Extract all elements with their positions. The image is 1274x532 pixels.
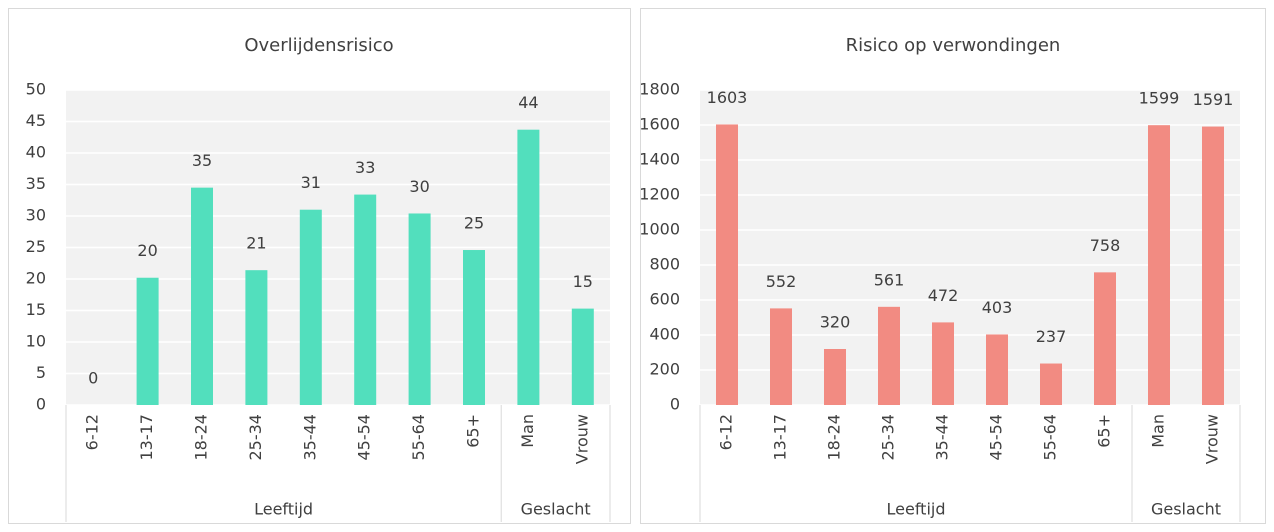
bar: [716, 124, 738, 405]
x-tick-label: 65+: [1095, 414, 1114, 448]
y-tick-label: 35: [26, 174, 46, 193]
data-label: 44: [518, 93, 538, 112]
y-tick-label: 0: [670, 395, 680, 414]
y-tick-label: 25: [26, 237, 46, 256]
data-label: 15: [573, 272, 593, 291]
x-tick-label: Vrouw: [1203, 414, 1222, 464]
x-tick-label: 18-24: [825, 414, 844, 461]
y-tick-label: 1600: [639, 115, 680, 134]
data-label: 21: [246, 234, 266, 253]
bar: [1148, 125, 1170, 406]
data-label: 320: [820, 313, 851, 332]
bar: [408, 213, 431, 405]
data-label: 1591: [1193, 90, 1234, 109]
bar: [824, 349, 846, 405]
y-tick-label: 50: [26, 80, 46, 99]
bar: [191, 187, 213, 405]
y-tick-label: 1200: [639, 185, 680, 204]
y-tick-label: 40: [26, 143, 46, 162]
y-tick-label: 600: [649, 290, 680, 309]
bar: [245, 270, 268, 405]
bar: [571, 308, 594, 405]
x-tick-label: 45-54: [987, 414, 1006, 461]
bar: [770, 308, 792, 405]
y-tick-label: 1000: [639, 220, 680, 239]
y-tick-label: 1800: [639, 80, 680, 99]
x-tick-label: 65+: [464, 414, 483, 448]
group-label: Leeftijd: [887, 500, 946, 519]
bar: [986, 334, 1008, 405]
bar: [932, 322, 954, 405]
x-tick-label: 25-34: [879, 414, 898, 461]
group-label: Leeftijd: [254, 500, 313, 519]
chart-title: Risico op verwondingen: [846, 35, 1061, 56]
x-tick-label: 13-17: [137, 414, 156, 461]
bar: [354, 194, 377, 405]
data-label: 758: [1090, 236, 1121, 255]
x-tick-label: 35-44: [933, 414, 952, 461]
bar: [299, 209, 322, 405]
x-tick-label: 55-64: [409, 414, 428, 461]
data-label: 20: [137, 241, 157, 260]
data-label: 0: [88, 369, 98, 388]
x-tick-label: Man: [518, 414, 537, 448]
bar: [1202, 126, 1224, 405]
x-tick-label: Man: [1149, 414, 1168, 448]
group-label: Geslacht: [1151, 500, 1221, 519]
y-tick-label: 20: [26, 269, 46, 288]
data-label: 1599: [1139, 89, 1180, 108]
data-label: 561: [874, 270, 905, 289]
bar: [1094, 272, 1116, 405]
y-tick-label: 0: [36, 395, 46, 414]
y-tick-label: 800: [649, 255, 680, 274]
bar: [517, 129, 540, 405]
y-tick-label: 45: [26, 111, 46, 130]
x-tick-label: 35-44: [300, 414, 319, 461]
y-tick-label: 400: [649, 325, 680, 344]
data-label: 552: [766, 272, 797, 291]
x-tick-label: Vrouw: [572, 414, 591, 464]
x-tick-label: 25-34: [246, 414, 265, 461]
x-tick-label: 6-12: [717, 414, 736, 450]
y-tick-label: 200: [649, 360, 680, 379]
chart-title: Overlijdensrisico: [244, 35, 393, 56]
bar: [878, 306, 900, 405]
x-tick-label: 6-12: [83, 414, 102, 450]
y-tick-label: 5: [36, 363, 46, 382]
group-label: Geslacht: [521, 500, 591, 519]
x-tick-label: 18-24: [192, 414, 211, 461]
data-label: 472: [928, 286, 959, 305]
y-tick-label: 10: [26, 332, 46, 351]
data-label: 31: [301, 173, 321, 192]
x-tick-label: 55-64: [1041, 414, 1060, 461]
data-label: 33: [355, 158, 375, 177]
x-tick-label: 45-54: [355, 414, 374, 461]
bar: [1040, 363, 1062, 405]
data-label: 403: [982, 298, 1013, 317]
data-label: 1603: [707, 88, 748, 107]
data-label: 35: [192, 151, 212, 170]
bar: [136, 277, 159, 405]
data-label: 30: [409, 177, 429, 196]
y-tick-label: 1400: [639, 150, 680, 169]
data-label: 237: [1036, 327, 1067, 346]
y-tick-label: 15: [26, 300, 46, 319]
x-tick-label: 13-17: [771, 414, 790, 461]
bar: [463, 250, 485, 405]
data-label: 25: [464, 214, 484, 233]
y-tick-label: 30: [26, 206, 46, 225]
